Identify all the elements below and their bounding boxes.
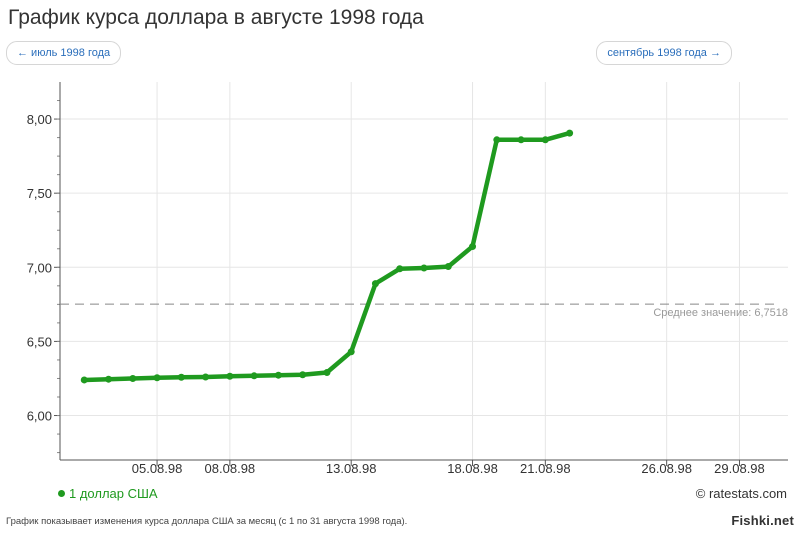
legend[interactable]: 1 доллар США [58,486,158,501]
x-tick-label: 21.08.98 [520,461,571,476]
data-point [177,373,185,381]
data-point [517,136,525,144]
x-tick-label: 18.08.98 [447,461,498,476]
y-tick-label: 6,50 [27,334,52,349]
legend-label: 1 доллар США [69,486,158,501]
y-tick-label: 8,00 [27,112,52,127]
x-tick-label: 29.08.98 [714,461,765,476]
data-point [274,371,282,379]
data-point [105,375,113,383]
x-gridlines [156,82,740,460]
data-point [202,373,210,381]
data-point [323,369,331,377]
watermark: Fishki.net [731,513,794,528]
data-point [396,265,404,273]
average-line: Среднее значение: 6,7518 [60,303,788,319]
data-point [299,371,307,379]
tick-labels: 6,00 6,50 7,00 7,50 8,00 05.08.98 08.08.98 13.0… [27,112,765,476]
data-point [444,263,452,271]
axes [54,82,788,466]
chart-footnote: График показывает изменения курса доллар… [6,516,408,527]
data-point [469,243,477,251]
y-tick-label: 6,00 [27,409,52,424]
x-tick-label: 26.08.98 [641,461,692,476]
credit-link[interactable]: © ratestats.com [695,486,787,501]
data-point [153,374,161,382]
data-point [347,348,355,356]
data-point [493,136,501,144]
data-point [541,136,549,144]
x-tick-label: 08.08.98 [205,461,256,476]
y-tick-label: 7,00 [27,260,52,275]
next-month-button[interactable]: сентябрь 1998 года → [596,41,732,65]
prev-month-button[interactable]: ← июль 1998 года [6,41,122,65]
data-point [371,280,379,288]
data-point [129,374,137,382]
legend-dot-icon [58,490,65,497]
x-tick-label: 13.08.98 [326,461,377,476]
average-label: Среднее значение: 6,7518 [653,307,788,319]
data-point [226,372,234,380]
page-title: График курса доллара в августе 1998 года [8,6,424,29]
data-point [80,376,88,384]
data-point [566,129,574,137]
series-group [80,129,574,384]
x-tick-label: 05.08.98 [132,461,183,476]
data-point [420,264,428,272]
data-point [250,372,258,380]
y-tick-label: 7,50 [27,186,52,201]
